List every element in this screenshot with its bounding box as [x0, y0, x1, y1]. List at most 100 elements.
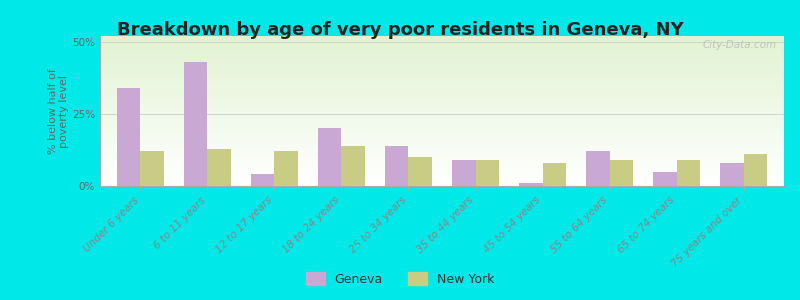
- Bar: [342, 146, 365, 186]
- Bar: [100, 134, 784, 135]
- Bar: [100, 36, 784, 38]
- Bar: [100, 63, 784, 64]
- Bar: [100, 165, 784, 166]
- Bar: [100, 81, 784, 82]
- Bar: [100, 135, 784, 136]
- Bar: [100, 80, 784, 81]
- Bar: [100, 174, 784, 176]
- Bar: [100, 112, 784, 114]
- Bar: [117, 88, 140, 186]
- Bar: [100, 178, 784, 180]
- Bar: [542, 163, 566, 186]
- Bar: [100, 99, 784, 100]
- Bar: [100, 88, 784, 90]
- Bar: [100, 72, 784, 74]
- Bar: [100, 182, 784, 183]
- Y-axis label: % below half of
poverty level: % below half of poverty level: [48, 68, 70, 154]
- Bar: [100, 150, 784, 152]
- Bar: [100, 64, 784, 66]
- Bar: [100, 82, 784, 84]
- Bar: [100, 142, 784, 144]
- Bar: [100, 106, 784, 108]
- Bar: [100, 61, 784, 63]
- Bar: [100, 103, 784, 105]
- Bar: [100, 164, 784, 165]
- Bar: [100, 46, 784, 48]
- Bar: [100, 122, 784, 123]
- Bar: [100, 50, 784, 51]
- Bar: [100, 90, 784, 92]
- Bar: [100, 76, 784, 78]
- Bar: [100, 160, 784, 162]
- Bar: [100, 180, 784, 182]
- Bar: [100, 40, 784, 42]
- Bar: [100, 144, 784, 146]
- Bar: [100, 172, 784, 174]
- Bar: [100, 102, 784, 104]
- Text: City-Data.com: City-Data.com: [703, 40, 777, 50]
- Bar: [586, 152, 610, 186]
- Bar: [100, 168, 784, 170]
- Bar: [100, 94, 784, 96]
- Bar: [100, 176, 784, 177]
- Bar: [184, 62, 207, 186]
- Bar: [100, 93, 784, 94]
- Bar: [100, 184, 784, 186]
- Bar: [100, 123, 784, 124]
- Bar: [274, 152, 298, 186]
- Bar: [519, 183, 542, 186]
- Bar: [100, 38, 784, 39]
- Bar: [100, 130, 784, 132]
- Bar: [100, 96, 784, 98]
- Bar: [100, 85, 784, 87]
- Bar: [318, 128, 342, 186]
- Bar: [100, 183, 784, 184]
- Bar: [100, 147, 784, 148]
- Bar: [100, 44, 784, 45]
- Bar: [100, 128, 784, 129]
- Bar: [100, 57, 784, 58]
- Text: Breakdown by age of very poor residents in Geneva, NY: Breakdown by age of very poor residents …: [117, 21, 683, 39]
- Bar: [100, 111, 784, 112]
- Bar: [654, 172, 677, 186]
- Bar: [251, 175, 274, 186]
- Bar: [100, 138, 784, 140]
- Bar: [100, 129, 784, 130]
- Bar: [100, 92, 784, 93]
- Bar: [100, 117, 784, 118]
- Bar: [100, 69, 784, 70]
- Bar: [100, 74, 784, 75]
- Bar: [610, 160, 633, 186]
- Bar: [744, 154, 767, 186]
- Bar: [100, 152, 784, 153]
- Bar: [100, 75, 784, 76]
- Bar: [100, 126, 784, 128]
- Bar: [100, 171, 784, 172]
- Bar: [100, 169, 784, 171]
- Bar: [100, 148, 784, 150]
- Bar: [100, 42, 784, 44]
- Bar: [100, 87, 784, 88]
- Bar: [100, 66, 784, 68]
- Bar: [100, 114, 784, 116]
- Bar: [100, 60, 784, 61]
- Bar: [100, 167, 784, 168]
- Bar: [100, 56, 784, 57]
- Bar: [385, 146, 409, 186]
- Bar: [100, 158, 784, 159]
- Bar: [100, 51, 784, 52]
- Legend: Geneva, New York: Geneva, New York: [301, 267, 499, 291]
- Bar: [100, 70, 784, 72]
- Bar: [100, 140, 784, 141]
- Bar: [100, 177, 784, 178]
- Bar: [452, 160, 475, 186]
- Bar: [100, 68, 784, 69]
- Bar: [100, 48, 784, 50]
- Bar: [677, 160, 700, 186]
- Bar: [720, 163, 744, 186]
- Bar: [100, 132, 784, 134]
- Bar: [100, 136, 784, 138]
- Bar: [100, 116, 784, 117]
- Bar: [409, 157, 432, 186]
- Bar: [100, 58, 784, 60]
